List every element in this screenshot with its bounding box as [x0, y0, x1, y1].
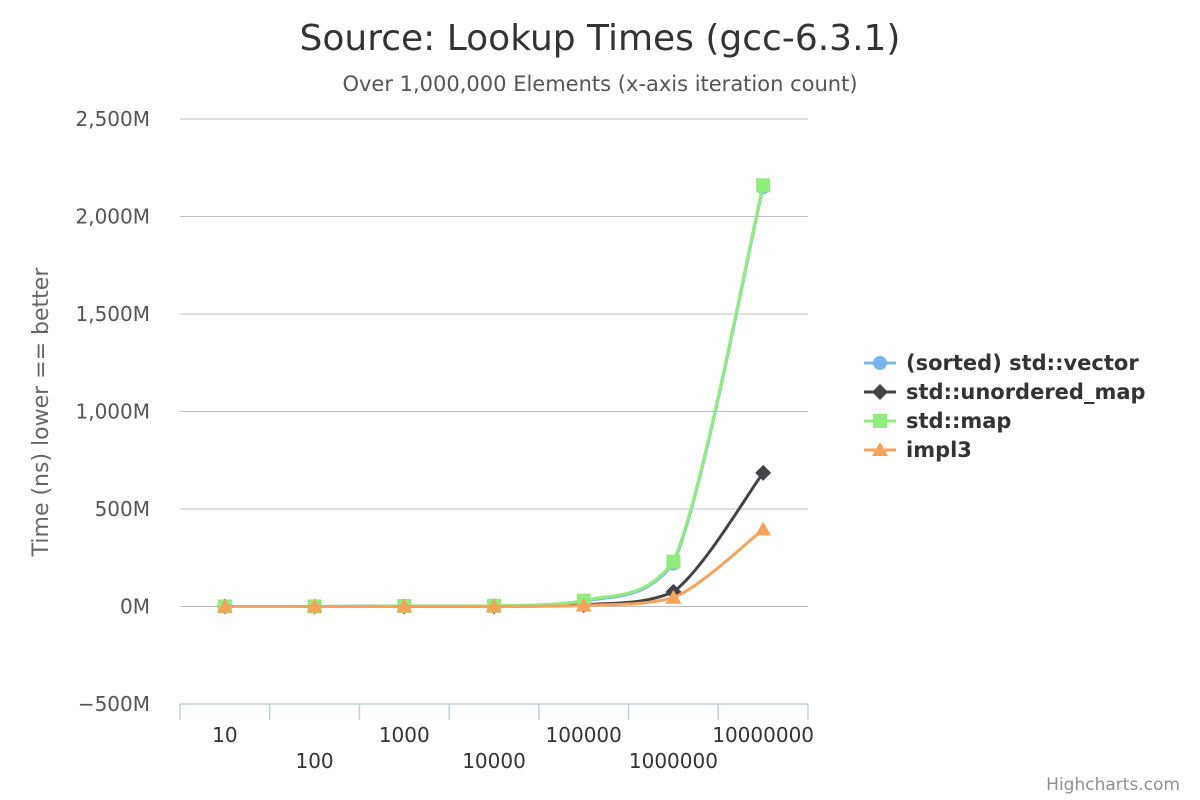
x-tick-label: 1000	[379, 723, 430, 747]
x-tick-label: 10	[212, 723, 237, 747]
series-2	[217, 178, 771, 614]
legend-marker[interactable]	[872, 384, 888, 400]
series-3	[216, 521, 772, 613]
x-tick-label: 10000	[462, 749, 526, 773]
series-line[interactable]	[224, 186, 765, 608]
legend-item[interactable]: impl3	[864, 438, 972, 462]
legend-item[interactable]: std::map	[864, 409, 1011, 433]
data-point[interactable]	[755, 464, 772, 481]
chart-subtitle: Over 1,000,000 Elements (x-axis iteratio…	[342, 72, 857, 96]
legend-marker[interactable]	[873, 414, 887, 428]
y-tick-label: −500M	[78, 692, 150, 716]
data-point[interactable]	[755, 521, 772, 536]
x-tick-label: 100000	[546, 723, 622, 747]
x-tick-label: 1000000	[629, 749, 718, 773]
y-tick-label: 500M	[95, 497, 150, 521]
legend[interactable]: (sorted) std::vectorstd::unordered_mapst…	[864, 351, 1146, 462]
series-1	[216, 464, 772, 615]
legend-item[interactable]: (sorted) std::vector	[864, 351, 1139, 375]
legend-item[interactable]: std::unordered_map	[864, 380, 1146, 404]
y-axis-ticks: −500M 0M 500M 1,000M 1,500M 2,000M 2,500M	[75, 107, 150, 716]
data-point[interactable]	[575, 597, 592, 612]
legend-label: std::map	[906, 409, 1011, 433]
data-point[interactable]	[216, 598, 233, 613]
legend-label: impl3	[906, 438, 972, 462]
y-tick-label: 1,500M	[75, 302, 150, 326]
legend-label: std::unordered_map	[906, 380, 1146, 404]
y-tick-label: 2,500M	[75, 107, 150, 131]
y-tick-label: 1,000M	[75, 400, 150, 424]
y-tick-label: 0M	[120, 595, 150, 619]
legend-marker[interactable]	[872, 442, 888, 456]
chart-title: Source: Lookup Times (gcc-6.3.1)	[300, 18, 901, 59]
y-tick-label: 2,000M	[75, 205, 150, 229]
credits-link[interactable]: Highcharts.com	[1046, 775, 1180, 795]
data-point[interactable]	[486, 598, 502, 613]
data-point[interactable]	[756, 178, 771, 193]
legend-label: (sorted) std::vector	[906, 351, 1139, 375]
x-tick-label: 100	[295, 749, 333, 773]
series-0	[217, 180, 771, 614]
data-point[interactable]	[665, 589, 682, 604]
y-axis-label: Time (ns) lower == better	[29, 267, 54, 558]
data-point[interactable]	[396, 598, 413, 613]
x-tick-label: 10000000	[712, 723, 814, 747]
data-point[interactable]	[666, 554, 681, 569]
legend-marker[interactable]	[873, 356, 887, 370]
data-point[interactable]	[306, 598, 323, 613]
series-group	[216, 178, 772, 615]
